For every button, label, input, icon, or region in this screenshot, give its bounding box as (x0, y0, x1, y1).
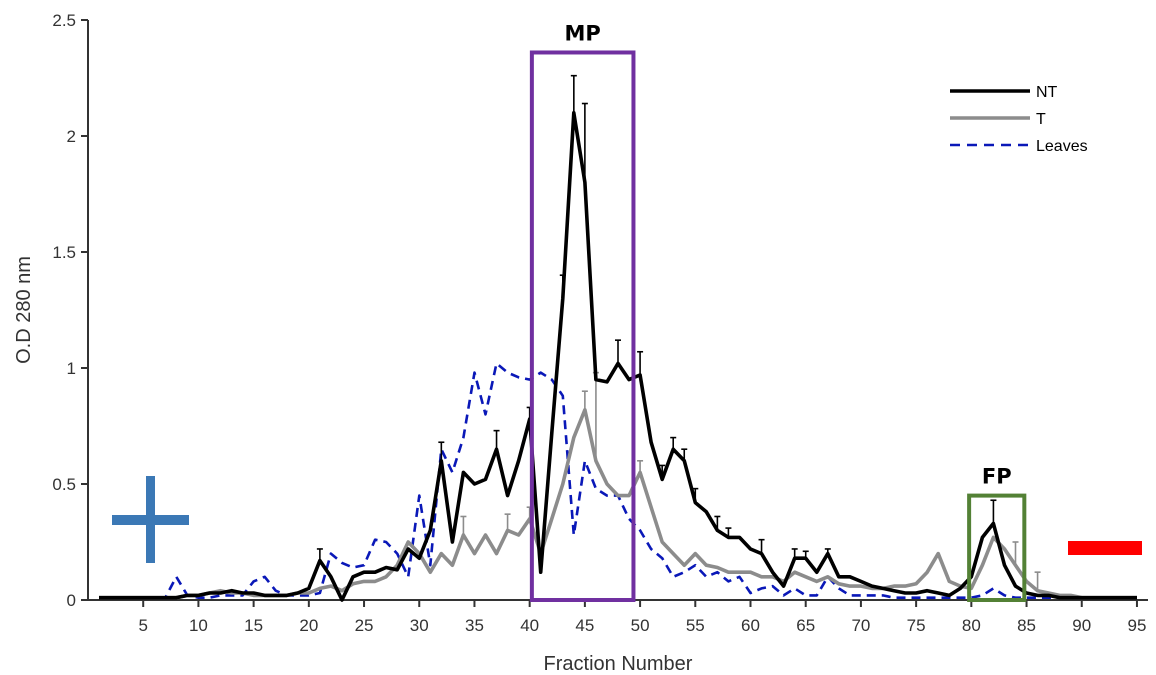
legend-label-leaves: Leaves (1036, 138, 1088, 155)
legend: NT T Leaves (950, 84, 1088, 155)
legend-label-nt: NT (1036, 84, 1058, 101)
series-t-errorbars (460, 371, 1041, 591)
y-tick-label: 0.5 (52, 475, 76, 494)
minus-icon (1068, 541, 1142, 555)
fp-box (967, 493, 1027, 603)
legend-label-t: T (1036, 111, 1046, 128)
mp-label: MP (565, 21, 601, 45)
y-tick-label: 1 (67, 359, 76, 378)
x-tick-label: 25 (355, 616, 374, 635)
x-tick-label: 45 (575, 616, 594, 635)
x-tick-label: 95 (1127, 616, 1146, 635)
axis-layer: 0 0.5 1 1.5 2 2.5 5 10 15 20 25 30 35 40 45 50 55 60 65 70 7… (52, 11, 1148, 635)
x-tick-label: 40 (520, 616, 539, 635)
x-tick-label: 75 (907, 616, 926, 635)
x-tick-label: 85 (1017, 616, 1036, 635)
x-tick-label: 60 (741, 616, 760, 635)
x-tick-label: 10 (189, 616, 208, 635)
x-tick-label: 15 (244, 616, 263, 635)
x-tick-label: 50 (631, 616, 650, 635)
x-tick-label: 80 (962, 616, 981, 635)
x-tick-label: 55 (686, 616, 705, 635)
series-nt-errorbars (316, 74, 997, 561)
series-nt-line (99, 111, 1137, 602)
series-t-line (99, 407, 1137, 600)
plus-icon (112, 476, 189, 563)
x-tick-label: 5 (138, 616, 147, 635)
y-axis-title: O.D 280 nm (13, 256, 35, 364)
plus-horizontal-bar (112, 515, 189, 525)
y-tick-label: 1.5 (52, 243, 76, 262)
x-tick-label: 65 (796, 616, 815, 635)
x-tick-label: 70 (851, 616, 870, 635)
x-axis-title: Fraction Number (544, 653, 693, 675)
x-tick-label: 90 (1072, 616, 1091, 635)
y-tick-label: 2.5 (52, 11, 76, 30)
y-tick-label: 2 (67, 127, 76, 146)
x-tick-label: 30 (410, 616, 429, 635)
y-tick-label: 0 (67, 591, 76, 610)
annotation-layer: MP FP (112, 21, 1142, 603)
x-tick-label: 35 (465, 616, 484, 635)
x-tick-label: 20 (299, 616, 318, 635)
mp-box (529, 50, 636, 603)
fp-label: FP (982, 465, 1012, 489)
series-layer (99, 74, 1137, 602)
